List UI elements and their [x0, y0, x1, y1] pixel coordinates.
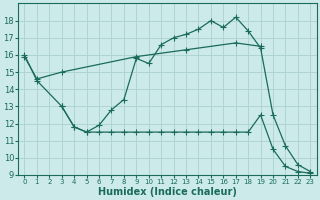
X-axis label: Humidex (Indice chaleur): Humidex (Indice chaleur): [98, 187, 237, 197]
